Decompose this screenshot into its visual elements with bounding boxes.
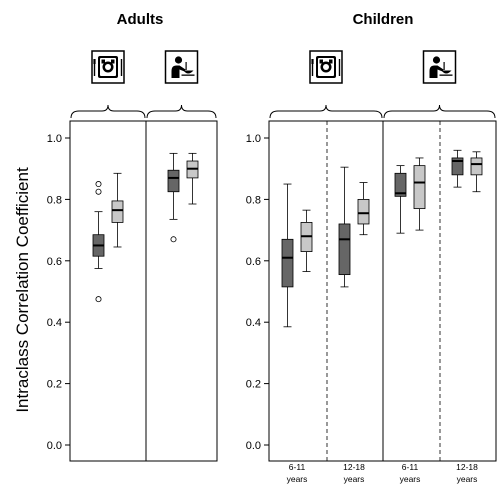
outlier-point <box>95 188 102 195</box>
group-brace <box>383 104 496 119</box>
y-tick-label: 0.0 <box>246 440 261 452</box>
panel-title: Adults <box>117 11 164 28</box>
y-tick-label: 1.0 <box>47 133 62 145</box>
box-dark <box>281 238 294 288</box>
y-tick-label: 0.4 <box>246 317 261 329</box>
y-tick-label: 0.6 <box>246 256 261 268</box>
y-tick-label: 0.4 <box>47 317 62 329</box>
group-label: years <box>287 474 308 484</box>
y-tick-label: 0.2 <box>246 379 261 391</box>
outlier-point <box>95 181 102 188</box>
box-light <box>470 157 483 176</box>
outlier-point <box>95 296 102 303</box>
box-dark <box>451 157 464 176</box>
box-dark <box>167 169 180 193</box>
food-tray-icon <box>91 50 125 84</box>
panel-frame <box>69 120 218 462</box>
group-label: years <box>457 474 478 484</box>
box-light <box>413 165 426 210</box>
box-light <box>357 198 370 225</box>
group-brace <box>70 104 146 119</box>
panel-title: Children <box>353 11 414 28</box>
box-dark <box>338 223 351 276</box>
group-label: years <box>400 474 421 484</box>
food-tray-icon <box>309 50 343 84</box>
y-tick-label: 0.0 <box>47 440 62 452</box>
person-eating-icon <box>422 50 457 84</box>
y-axis-label: Intraclass Correlation Coefficient <box>13 167 32 413</box>
y-tick-label: 0.8 <box>47 194 62 206</box>
y-tick-label: 0.8 <box>246 194 261 206</box>
group-label: years <box>344 474 365 484</box>
group-label: 12-18 <box>343 462 365 472</box>
group-label: 12-18 <box>456 462 478 472</box>
person-eating-icon <box>164 50 199 84</box>
box-dark <box>394 172 407 197</box>
group-label: 6-11 <box>289 462 306 472</box>
group-label: 6-11 <box>402 462 419 472</box>
group-brace <box>269 104 383 119</box>
outlier-point <box>170 236 177 243</box>
y-tick-label: 1.0 <box>246 133 261 145</box>
box-light <box>111 200 124 223</box>
y-tick-label: 0.6 <box>47 256 62 268</box>
group-brace <box>146 104 217 119</box>
y-tick-label: 0.2 <box>47 379 62 391</box>
